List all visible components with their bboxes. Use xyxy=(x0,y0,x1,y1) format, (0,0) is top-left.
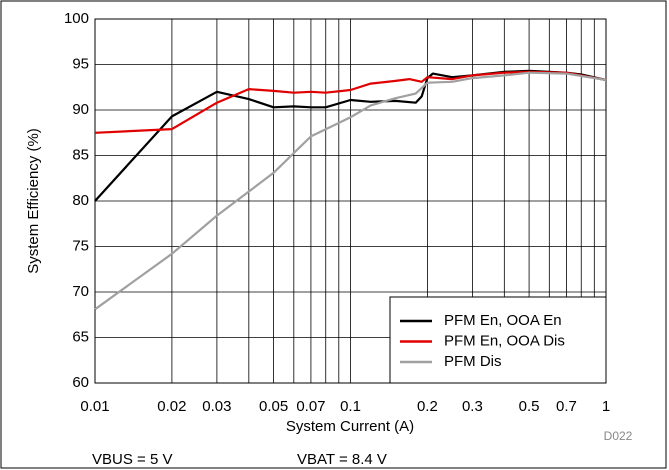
condition: VBUS = 5 V xyxy=(92,451,172,468)
x-tick-label: 1 xyxy=(602,398,610,415)
x-tick-label: 0.07 xyxy=(296,398,325,415)
series-line xyxy=(94,70,607,134)
y-tick-label: 70 xyxy=(72,283,89,300)
x-tick-label: 0.05 xyxy=(259,398,288,415)
y-tick-label: 100 xyxy=(64,10,89,27)
x-tick-label: 0.03 xyxy=(202,398,231,415)
y-axis-label: System Efficiency (%) xyxy=(25,128,42,274)
x-tick-label: 0.5 xyxy=(519,398,540,415)
legend-box xyxy=(389,296,607,384)
y-tick-label: 90 xyxy=(72,101,89,118)
x-tick-label: 0.02 xyxy=(157,398,186,415)
y-tick-label: 60 xyxy=(72,374,89,391)
x-tick-label: 0.01 xyxy=(80,398,109,415)
legend-label: PFM Dis xyxy=(444,353,502,370)
x-tick-label: 0.3 xyxy=(462,398,483,415)
x-tick-label: 0.7 xyxy=(556,398,577,415)
x-tick-label: 0.1 xyxy=(340,398,361,415)
y-tick-label: 85 xyxy=(72,146,89,163)
x-axis-label: System Current (A) xyxy=(286,418,414,435)
y-tick-label: 95 xyxy=(72,55,89,72)
x-tick-label: 0.2 xyxy=(417,398,438,415)
y-tick-label: 65 xyxy=(72,328,89,345)
legend-label: PFM En, OOA Dis xyxy=(444,332,565,349)
y-tick-label: 80 xyxy=(72,192,89,209)
legend-label: PFM En, OOA En xyxy=(444,312,562,329)
y-tick-label: 75 xyxy=(72,237,89,254)
condition: VBAT = 8.4 V xyxy=(297,451,387,468)
figure-id: D022 xyxy=(604,429,633,443)
series-line xyxy=(94,71,607,311)
